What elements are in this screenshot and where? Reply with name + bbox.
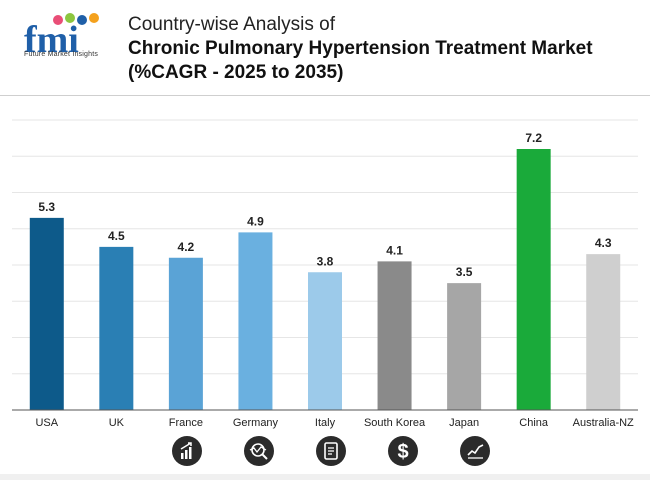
x-tick-label: Australia-NZ — [573, 417, 634, 429]
bar-italy — [308, 272, 342, 410]
header: fmi Future Market Insights Country-wise … — [0, 0, 650, 95]
chart-title-line3: (%CAGR - 2025 to 2035) — [128, 62, 344, 83]
bar-germany — [238, 232, 273, 410]
growth-bars-icon — [172, 436, 202, 466]
logo-text: fmi — [24, 19, 79, 61]
bar-south-korea — [377, 261, 412, 410]
chart-title-line2: Chronic Pulmonary Hypertension Treatment… — [128, 38, 593, 59]
data-label: 4.2 — [178, 240, 195, 254]
x-tick-label: China — [519, 417, 549, 429]
header-divider — [0, 95, 650, 96]
data-label: 4.5 — [108, 229, 125, 243]
svg-text:$: $ — [397, 441, 408, 463]
footer-band — [0, 474, 650, 480]
bar-china — [516, 149, 551, 410]
bar-france — [168, 257, 203, 410]
x-tick-label: USA — [35, 417, 58, 429]
x-tick-label: UK — [109, 417, 125, 429]
fmi-logo: fmi — [24, 13, 99, 61]
x-tick-label: Germany — [233, 417, 279, 429]
report-document-icon — [316, 436, 346, 466]
market-analysis-icon — [244, 436, 274, 466]
bar-japan — [447, 283, 482, 410]
bar-usa — [29, 217, 64, 410]
x-tick-label: France — [169, 417, 203, 429]
x-tick-label: Japan — [449, 417, 479, 429]
data-label: 3.5 — [456, 265, 473, 279]
data-label: 5.3 — [38, 200, 55, 214]
icon-row: $ — [0, 436, 650, 470]
x-tick-label: Italy — [315, 417, 336, 429]
bar-chart: 5.3 USA 4.5 UK 4.2 France 4.9 Germany 3.8 Italy 4.… — [12, 119, 638, 429]
data-label: 4.9 — [247, 214, 264, 228]
data-label: 3.8 — [317, 254, 334, 268]
logo-subtitle: Future Market Insights — [24, 51, 99, 58]
x-tick-label: South Korea — [364, 417, 426, 429]
data-label: 4.3 — [595, 236, 612, 250]
bar-australia-nz — [586, 254, 621, 410]
chart-title-line1: Country-wise Analysis of — [128, 14, 335, 35]
bar-uk — [99, 246, 134, 410]
trend-chart-icon — [460, 436, 490, 466]
dollar-icon: $ — [388, 436, 418, 466]
data-label: 4.1 — [386, 243, 403, 257]
data-label: 7.2 — [525, 131, 542, 145]
